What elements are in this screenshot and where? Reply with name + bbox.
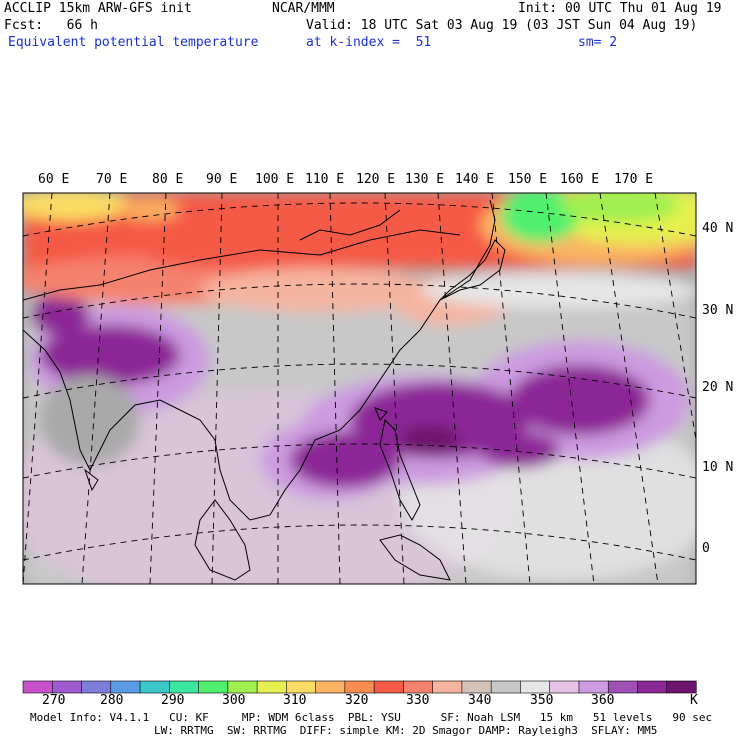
colorbar-swatch: [315, 680, 346, 694]
colorbar-tick: 290: [161, 693, 185, 708]
lon-label: 100 E: [255, 172, 295, 187]
colorbar-unit: K: [690, 693, 698, 708]
colorbar-tick: 360: [591, 693, 615, 708]
colorbar-swatch: [549, 680, 580, 694]
forecast-hour: Fcst: 66 h: [4, 18, 98, 33]
colorbar-swatch: [461, 680, 492, 694]
organization: NCAR/MMM: [272, 1, 335, 16]
lon-label: 90 E: [206, 172, 238, 187]
lat-label: 20 N: [702, 380, 734, 395]
init-time: Init: 00 UTC Thu 01 Aug 19: [518, 1, 722, 16]
lat-label: 10 N: [702, 460, 734, 475]
colorbar-swatch: [169, 680, 200, 694]
map-frame: [22, 192, 697, 585]
colorbar-swatch: [373, 680, 404, 694]
footer-model-info: Model Info: V4.1.1 CU: KF MP: WDM 6class…: [30, 711, 713, 724]
lon-label: 160 E: [560, 172, 600, 187]
lat-label: 30 N: [702, 303, 734, 318]
colorbar-swatch: [256, 680, 287, 694]
graticule: [23, 193, 696, 584]
colorbar-swatch: [198, 680, 229, 694]
lon-label: 140 E: [455, 172, 495, 187]
colorbar-swatch: [520, 680, 551, 694]
colorbar-swatch: [432, 680, 463, 694]
colorbar-tick: 310: [283, 693, 307, 708]
colorbar-tick: 350: [530, 693, 554, 708]
colorbar-swatch: [666, 680, 697, 694]
colorbar-swatch: [22, 680, 53, 694]
vertical-level: at k-index = 51: [306, 35, 432, 50]
colorbar-swatch: [81, 680, 112, 694]
colorbar-swatch: [110, 680, 141, 694]
lon-label: 150 E: [508, 172, 548, 187]
lon-label: 120 E: [356, 172, 396, 187]
colorbar-swatch: [286, 680, 317, 694]
lat-label: 40 N: [702, 221, 734, 236]
colorbar-tick: 340: [468, 693, 492, 708]
colorbar-swatch: [403, 680, 434, 694]
smoothing: sm= 2: [578, 35, 618, 50]
colorbar-tick: 270: [42, 693, 66, 708]
colorbar-tick: 300: [222, 693, 246, 708]
colorbar-swatch: [607, 680, 639, 694]
lon-label: 60 E: [38, 172, 70, 187]
colorbar-swatch: [227, 680, 258, 694]
colorbar-swatch: [51, 680, 83, 694]
colorbar-tick: 320: [345, 693, 369, 708]
colorbar-tick: 280: [100, 693, 124, 708]
colorbar-swatch: [490, 680, 522, 694]
lon-label: 170 E: [614, 172, 654, 187]
lon-label: 80 E: [152, 172, 184, 187]
coastlines: [23, 199, 506, 581]
colorbar-swatch: [578, 680, 609, 694]
lon-label: 70 E: [96, 172, 128, 187]
lon-label: 130 E: [405, 172, 445, 187]
lon-label: 110 E: [305, 172, 345, 187]
lat-label: 0: [702, 541, 710, 556]
field-name: Equivalent potential temperature: [8, 35, 259, 50]
colorbar-swatch: [344, 680, 375, 694]
colorbar-swatch: [637, 680, 668, 694]
colorbar-swatch: [139, 680, 170, 694]
theta-e-field: [23, 193, 696, 584]
colorbar-tick: 330: [406, 693, 430, 708]
footer-physics-info: LW: RRTMG SW: RRTMG DIFF: simple KM: 2D …: [154, 724, 658, 737]
valid-time: Valid: 18 UTC Sat 03 Aug 19 (03 JST Sun …: [306, 18, 698, 33]
model-title: ACCLIP 15km ARW-GFS init: [4, 1, 192, 16]
